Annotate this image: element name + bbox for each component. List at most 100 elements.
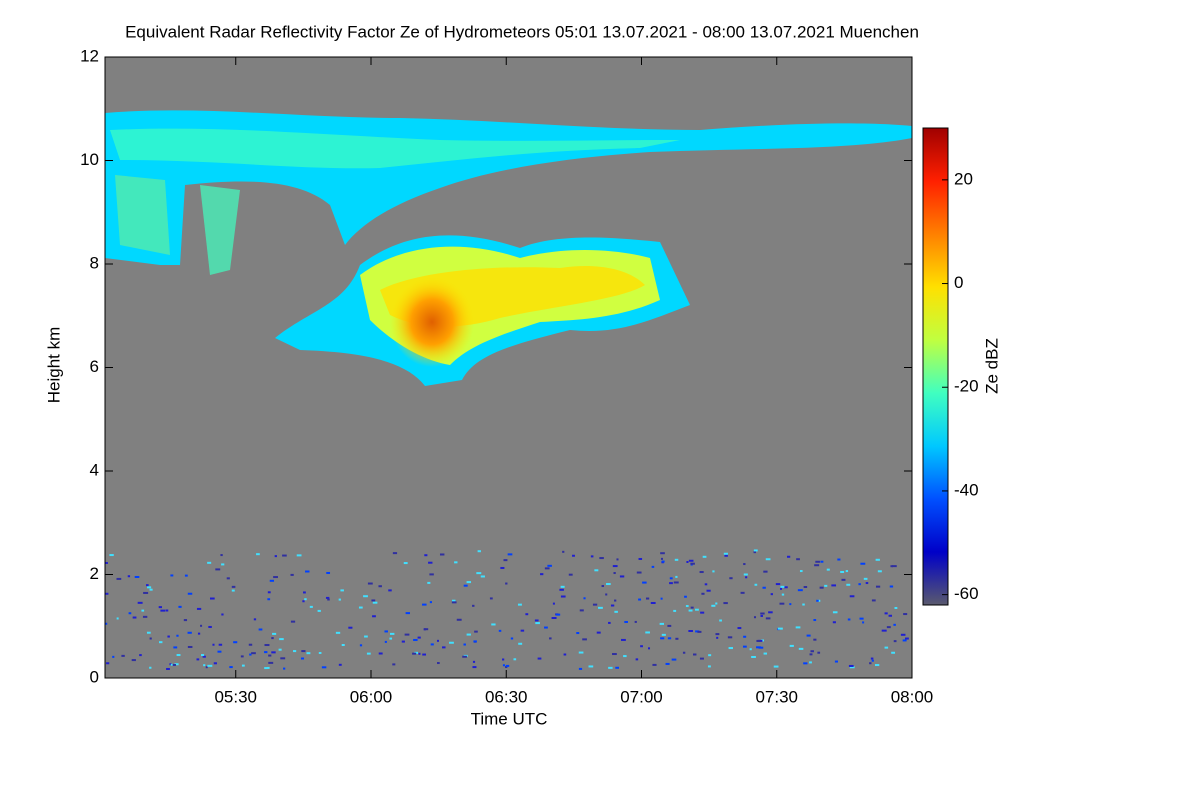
clutter-speck bbox=[187, 631, 192, 634]
clutter-speck bbox=[384, 630, 388, 633]
clutter-speck bbox=[264, 667, 268, 670]
clutter-speck bbox=[756, 639, 761, 642]
clutter-speck bbox=[248, 643, 253, 646]
clutter-speck bbox=[614, 599, 617, 602]
clutter-speck bbox=[364, 635, 368, 638]
clutter-speck bbox=[474, 630, 478, 633]
clutter-speck bbox=[196, 607, 202, 610]
clutter-speck bbox=[341, 644, 345, 647]
clutter-speck bbox=[610, 604, 615, 607]
clutter-speck bbox=[756, 646, 761, 649]
x-axis-label: Time UTC bbox=[471, 709, 548, 728]
clutter-speck bbox=[877, 570, 882, 573]
clutter-speck bbox=[594, 569, 599, 572]
clutter-speck bbox=[860, 562, 866, 565]
clutter-speck bbox=[442, 646, 446, 649]
clutter-speck bbox=[612, 565, 618, 568]
clutter-speck bbox=[309, 605, 313, 608]
clutter-speck bbox=[863, 577, 868, 580]
clutter-speck bbox=[229, 666, 233, 669]
clutter-speck bbox=[803, 585, 808, 588]
clutter-speck bbox=[372, 615, 376, 618]
colorbar bbox=[922, 127, 949, 606]
clutter-speck bbox=[549, 637, 552, 640]
clutter-speck bbox=[623, 655, 627, 658]
clutter-speck bbox=[648, 647, 651, 650]
clutter-speck bbox=[669, 577, 673, 580]
clutter-speck bbox=[226, 577, 230, 580]
clutter-speck bbox=[233, 641, 238, 644]
clutter-speck bbox=[359, 644, 363, 647]
clutter-speck bbox=[819, 586, 824, 589]
clutter-speck bbox=[555, 613, 561, 616]
clutter-speck bbox=[534, 619, 539, 622]
clutter-speck bbox=[706, 589, 711, 592]
clutter-speck bbox=[796, 558, 800, 561]
clutter-speck bbox=[172, 663, 176, 666]
clutter-speck bbox=[451, 599, 456, 602]
chart-title: Equivalent Radar Reflectivity Factor Ze … bbox=[125, 22, 919, 41]
clutter-speck bbox=[831, 584, 837, 587]
clutter-speck bbox=[667, 624, 672, 627]
clutter-speck bbox=[849, 595, 855, 598]
clutter-speck bbox=[112, 655, 115, 658]
clutter-speck bbox=[466, 581, 472, 584]
clutter-speck bbox=[743, 573, 748, 576]
clutter-speck bbox=[588, 665, 594, 668]
clutter-speck bbox=[412, 652, 417, 655]
clutter-speck bbox=[695, 608, 699, 611]
clutter-speck bbox=[249, 653, 252, 656]
clutter-speck bbox=[562, 550, 565, 553]
clutter-speck bbox=[661, 560, 665, 563]
clutter-speck bbox=[207, 664, 213, 667]
clutter-speck bbox=[700, 611, 705, 614]
clutter-speck bbox=[131, 659, 136, 662]
clutter-speck bbox=[615, 666, 619, 669]
clutter-speck bbox=[197, 632, 201, 635]
clutter-speck bbox=[724, 554, 728, 557]
clutter-speck bbox=[723, 552, 728, 555]
clutter-speck bbox=[507, 553, 513, 556]
clutter-speck bbox=[200, 624, 203, 627]
clutter-speck bbox=[547, 564, 552, 567]
clutter-speck bbox=[221, 613, 224, 616]
clutter-speck bbox=[535, 622, 540, 625]
clutter-speck bbox=[544, 567, 550, 570]
clutter-speck bbox=[903, 613, 908, 616]
clutter-speck bbox=[652, 663, 657, 666]
clutter-speck bbox=[428, 561, 433, 564]
clutter-speck bbox=[650, 601, 656, 604]
clutter-speck bbox=[210, 597, 215, 600]
clutter-speck bbox=[704, 583, 708, 586]
clutter-speck bbox=[806, 634, 811, 637]
clutter-speck bbox=[874, 664, 880, 667]
clutter-speck bbox=[176, 654, 181, 657]
clutter-speck bbox=[477, 550, 481, 553]
clutter-speck bbox=[505, 582, 508, 585]
clutter-speck bbox=[775, 583, 781, 586]
clutter-speck bbox=[449, 641, 454, 644]
clutter-speck bbox=[619, 575, 625, 578]
clutter-speck bbox=[645, 631, 650, 634]
clutter-speck bbox=[280, 657, 286, 660]
clutter-speck bbox=[251, 652, 256, 655]
clutter-speck bbox=[271, 637, 274, 640]
clutter-speck bbox=[403, 562, 408, 565]
clutter-speck bbox=[816, 599, 819, 602]
clutter-speck bbox=[715, 602, 718, 605]
clutter-speck bbox=[695, 630, 700, 633]
clutter-speck bbox=[590, 555, 594, 558]
clutter-speck bbox=[283, 667, 286, 670]
clutter-speck bbox=[667, 637, 672, 640]
clutter-speck bbox=[137, 601, 143, 604]
clutter-speck bbox=[462, 655, 467, 658]
clutter-speck bbox=[489, 597, 493, 600]
clutter-speck bbox=[781, 593, 785, 596]
clutter-speck bbox=[128, 612, 132, 615]
clutter-speck bbox=[826, 568, 830, 571]
clutter-speck bbox=[763, 652, 768, 655]
clutter-speck bbox=[660, 597, 663, 600]
clutter-speck bbox=[405, 612, 411, 615]
clutter-speck bbox=[787, 555, 791, 558]
